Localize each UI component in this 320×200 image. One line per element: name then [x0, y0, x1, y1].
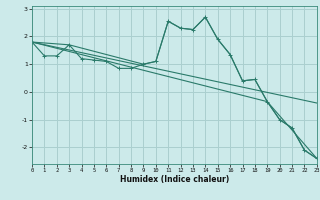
X-axis label: Humidex (Indice chaleur): Humidex (Indice chaleur) [120, 175, 229, 184]
